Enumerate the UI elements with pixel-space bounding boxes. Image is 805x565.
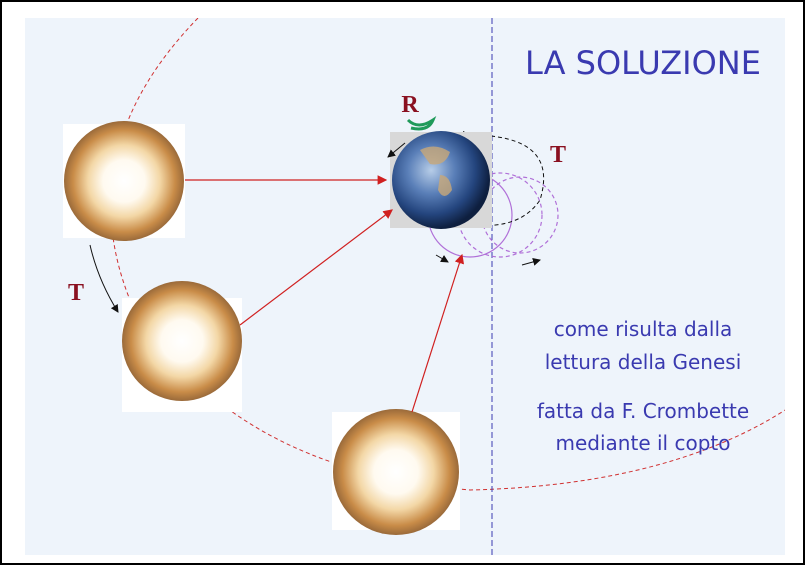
translation-label: T — [68, 280, 84, 306]
translation-label: T — [550, 142, 566, 168]
sun — [122, 281, 242, 401]
caption-line: mediante il copto — [556, 431, 731, 455]
slide: R T T LA SOLUZIONE come risulta dalla le… — [0, 0, 805, 565]
caption-line: come risulta dalla — [554, 317, 733, 341]
sun — [64, 121, 184, 241]
page: R T T LA SOLUZIONE come risulta dalla le… — [0, 0, 805, 565]
rotation-label: R — [401, 92, 419, 118]
sun — [333, 409, 459, 535]
caption-line: fatta da F. Crombette — [537, 399, 749, 423]
caption-line: lettura della Genesi — [545, 350, 742, 374]
title: LA SOLUZIONE — [525, 44, 761, 82]
